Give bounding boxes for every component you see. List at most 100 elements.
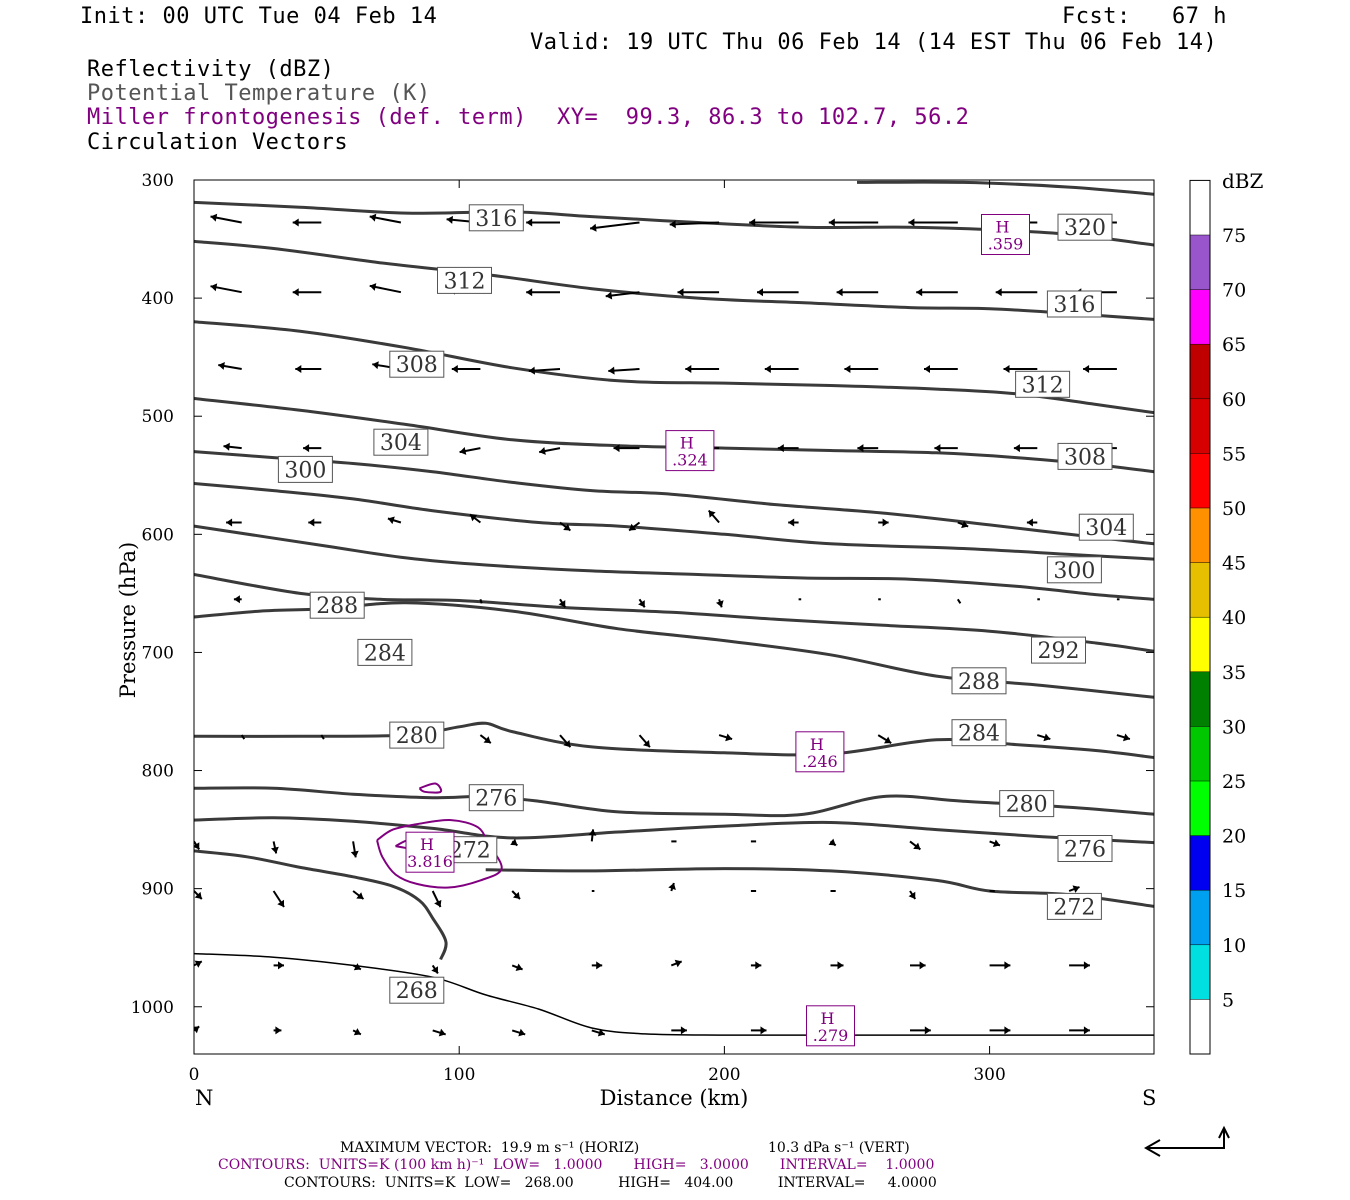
circulation-vector [777,444,799,453]
colorbar-cell [1190,180,1210,235]
high-box [795,731,845,773]
y-tick-label: 1000 [131,998,174,1018]
colorbar-cell [1190,562,1210,618]
vector-head [908,218,915,227]
frontogenesis-high: H3.816 [405,831,455,873]
vector-head [605,291,613,300]
circulation-vector [194,840,201,850]
circulation-vector [459,447,481,455]
theta-contour-272 [194,849,448,961]
y-tick-label: 300 [142,171,174,191]
vector-head [643,740,650,748]
vector-head [513,891,520,899]
circulation-vector [589,221,640,232]
theta-label-text: 308 [396,353,438,378]
theta-label-box [1057,213,1113,241]
vector-head [369,283,377,291]
theta-label: 292 [1031,636,1086,664]
vector-head [1083,961,1090,970]
vector-head [716,600,724,608]
circulation-vector [750,1026,767,1035]
circulation-vector [718,733,733,742]
x-tick-label: 0 [189,1065,200,1085]
reference-vector [1143,1125,1230,1157]
circulation-vector [910,961,926,970]
circulation-vector [671,1026,687,1035]
axes: 300 400 500 600 700 800 900 1000 0 100 200 300 [131,171,1154,1085]
circulation-vector [431,890,442,908]
theta-label: 300 [1046,556,1102,584]
circulation-vector [218,362,242,370]
vector-shaft [240,734,246,740]
circulation-vector [716,598,724,608]
theta-label: 288 [309,591,365,619]
vector-head [194,891,202,899]
theta-label-box [437,266,492,294]
circulation-vector [1013,444,1038,453]
vector-head [558,600,566,608]
theta-label: 268 [389,976,445,1004]
vector-head [353,963,361,971]
vector-head [528,366,535,375]
theta-label-text: 276 [475,787,517,812]
colorbar-label: 40 [1222,607,1246,629]
vector-head [277,899,284,907]
vector-shaft [589,221,640,230]
vector-head [194,842,200,850]
circulation-vector [857,444,879,453]
circulation-vector [559,521,572,532]
theta-label-box [389,976,445,1004]
theta-label-text: 268 [396,979,438,1004]
theta-label-box [357,638,413,666]
theta-label: 280 [389,721,445,749]
circulation-vector [908,890,917,900]
circulation-vector [1037,733,1051,742]
colorbar-label: 5 [1222,989,1234,1011]
frontogenesis-high: H.279 [806,1005,855,1047]
circulation-vector [828,838,837,847]
y-tick-label: 700 [142,643,174,663]
vector-head [271,846,279,854]
vector-head [749,218,756,227]
vector-head [210,213,218,222]
vector-shaft [669,221,720,226]
vector-head [350,850,359,858]
circulation-vector [836,288,879,297]
vector-head [629,523,637,531]
circulation-vector [210,213,242,224]
vector-head [1004,961,1011,970]
colorbar-label: 15 [1222,880,1246,902]
vector-head [924,365,930,373]
plot-frame [193,179,1155,1055]
theta-label-text: 280 [396,724,438,749]
y-tick-label: 800 [142,762,174,782]
colorbar-cell [1190,398,1210,454]
vector-head [459,447,467,455]
vector-head [233,595,240,604]
vector-head [934,444,941,453]
theta-contour-324 [856,180,1154,196]
circulation-vector [788,518,799,527]
vector-head [1026,518,1033,527]
vector-head [857,444,864,453]
vector-head [470,514,478,522]
vector-head [218,362,225,370]
circulation-vector [757,288,799,297]
circulation-vector [292,288,322,297]
theta-label-text: 288 [316,594,358,619]
vector-head [292,288,299,297]
circulation-vector [956,598,962,604]
circulation-vector [210,283,242,294]
circulation-vector [1026,518,1038,527]
circulation-vector [526,218,560,227]
high-symbol: H [996,218,1010,237]
init-time: Init: 00 UTC Tue 04 Feb 14 [80,4,438,29]
field-reflectivity: Reflectivity (dBZ) [87,57,335,82]
x-tick-label: 300 [973,1065,1005,1085]
colorbar-label: 35 [1222,662,1246,684]
theta-label-text: 316 [1053,293,1095,318]
vector-head [526,218,533,227]
theta-label-text: 300 [1053,559,1095,584]
